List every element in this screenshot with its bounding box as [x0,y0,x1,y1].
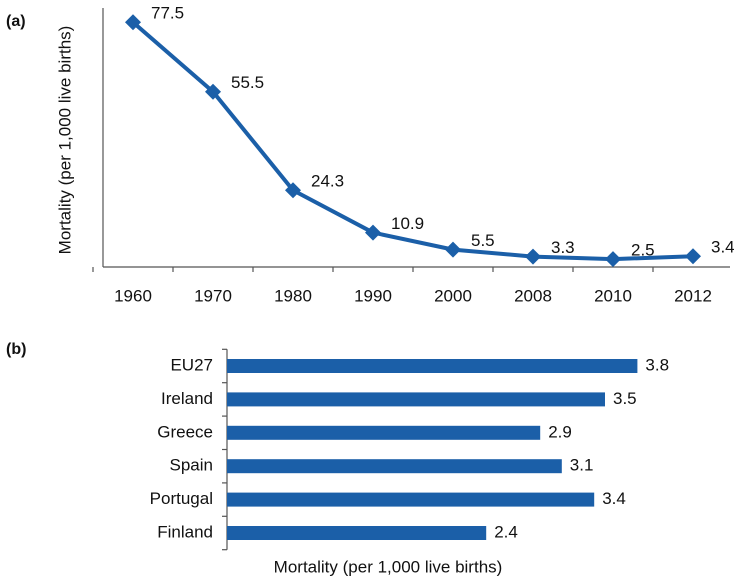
marker [445,241,461,258]
marker [605,251,621,268]
x-axis-label: Mortality (per 1,000 live births) [274,557,503,576]
data-label: 3.5 [613,389,637,408]
y-axis-label: Mortality (per 1,000 live births) [55,26,74,255]
x-tick-label: 2012 [674,286,712,305]
bar [227,425,541,440]
data-label: 3.1 [570,456,594,475]
data-label: 55.5 [231,73,264,92]
data-label: 2.9 [548,422,572,441]
marker [365,224,381,241]
data-label: 5.5 [471,231,495,250]
x-tick-label: 1980 [274,286,312,305]
data-label: 24.3 [311,172,344,191]
data-label: 3.3 [551,238,575,257]
bar [227,459,562,474]
data-label: 3.4 [602,489,626,508]
y-tick-label: EU27 [170,355,213,374]
line [131,20,694,262]
x-tick-label: 1970 [194,286,232,305]
x-tick-label: 2000 [434,286,472,305]
data-label: 10.9 [391,214,424,233]
marker [125,14,141,31]
data-label: 77.5 [151,4,184,23]
y-tick-label: Portugal [150,489,213,508]
data-label: 3.8 [645,355,669,374]
bar [227,492,595,507]
y-tick-label: Greece [157,422,213,441]
x-tick-label: 2008 [514,286,552,305]
data-label: 2.4 [494,522,518,541]
bar [227,392,605,407]
data-label: 3.4 [711,238,734,257]
bar [227,359,638,373]
y-tick-label: Finland [157,522,213,541]
panel-label: (a) [6,13,26,30]
y-tick-label: Ireland [161,389,213,408]
panel-label: (b) [6,341,26,358]
y-tick-label: Spain [170,456,213,475]
x-tick-label: 1990 [354,286,392,305]
x-tick-label: 2010 [594,286,632,305]
marker [525,248,541,265]
marker [205,83,221,100]
x-tick-label: 1960 [114,286,152,305]
marker [285,182,301,199]
marker [685,248,701,265]
bar [227,526,487,540]
data-label: 2.5 [631,241,655,260]
